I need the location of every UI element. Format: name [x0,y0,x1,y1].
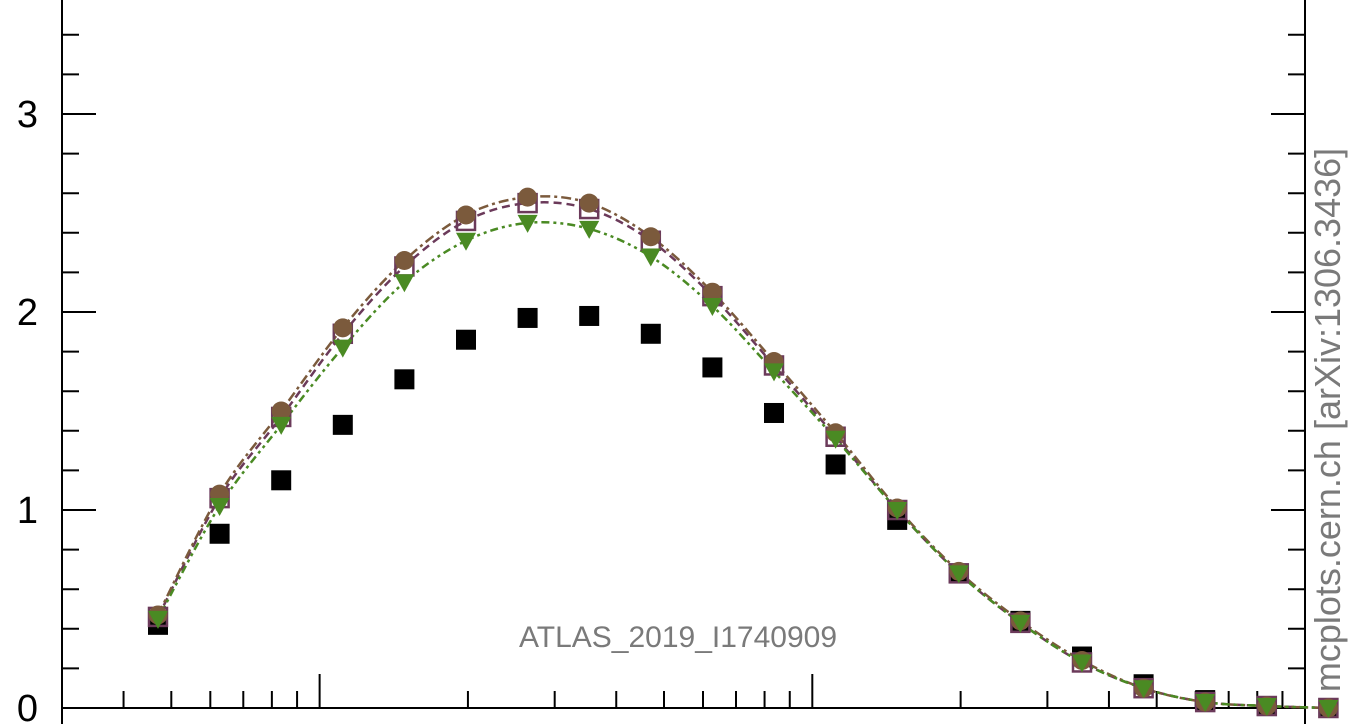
series-3-point [1195,694,1216,713]
series-2-point [271,401,291,421]
y-tick-label: 1 [17,490,38,532]
series-3-point [640,248,661,267]
series-0-point [517,307,538,328]
y-tick-label: 3 [17,94,38,136]
series-3-point [1133,680,1154,699]
axes: 0 1 2 3 [17,0,1306,724]
series-0-point [209,523,230,544]
series-2-point [456,205,476,225]
series-2-point [641,227,661,247]
series-0-point [332,414,353,435]
series-3-point [332,339,353,358]
series-3-point [517,214,538,233]
y-tick-label: 0 [17,688,38,724]
series-0-point [640,323,661,344]
series-3-point [764,363,784,382]
series-3-point [825,430,846,449]
series-2-point [702,282,722,302]
series-3-point [1256,698,1277,717]
series-0-point [456,329,476,350]
series-0-point [702,357,723,378]
series-0-point [579,305,600,326]
series-3-point [948,565,969,584]
annotation-label: ATLAS_2019_I1740909 [519,621,837,654]
series-2-point [518,187,538,207]
markers [147,187,1339,719]
series-3-point [209,498,230,517]
series-3-point [456,232,476,251]
series-3-point [1318,700,1339,718]
series-2-point [333,318,353,338]
series-3-point [702,298,723,317]
series-3-point [148,610,168,629]
series-0-point [394,369,415,390]
series-2-point [579,193,599,213]
series-3-point [579,220,600,239]
series-0-point [764,402,784,423]
series-3-point [271,416,292,435]
series-0-point [271,470,292,491]
y-tick-label: 2 [17,292,38,334]
series-3-point [1010,614,1031,633]
source-label: mcplots.cern.ch [arXiv:1306.3436] [1307,148,1348,692]
series-3-point [887,502,908,520]
series-2-point [394,251,414,271]
series-3-point [394,274,415,293]
series-3-line [156,220,1329,710]
series-3-point [1072,654,1092,673]
series-0-point [825,454,846,475]
